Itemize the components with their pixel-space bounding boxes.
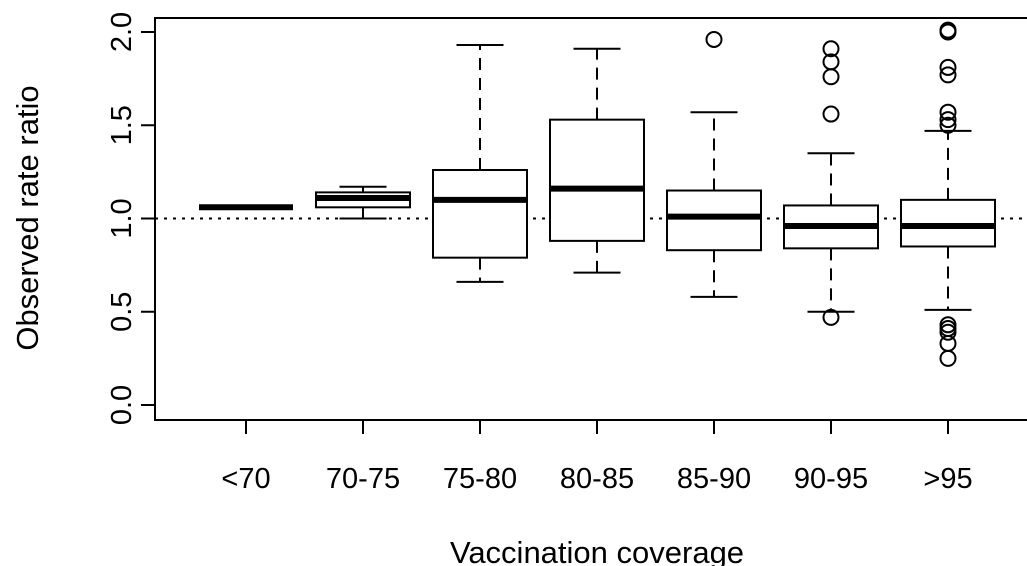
y-tick-label: 1.0: [106, 198, 138, 238]
y-tick-label: 0.5: [106, 292, 138, 332]
x-tick-label: 85-90: [677, 463, 751, 495]
x-tick-label: 70-75: [326, 463, 400, 495]
box-iqr: [549, 118, 645, 242]
outlier-point: [705, 30, 723, 48]
x-tick-label: 90-95: [794, 463, 868, 495]
y-tick-label: 2.0: [106, 12, 138, 52]
outlier-point: [939, 323, 957, 341]
box-iqr: [432, 169, 528, 259]
outlier-point: [939, 111, 957, 129]
axes-layer: 0.0 0.5 1.0 1.5 2.0 <70 70-75 75-80 80-85 85-90 90…: [106, 12, 1027, 495]
x-tick-label: <70: [221, 463, 270, 495]
x-tick-label: 80-85: [560, 463, 634, 495]
outlier-point: [939, 116, 957, 134]
outlier-point: [822, 105, 840, 123]
x-tick-label: 75-80: [443, 463, 517, 495]
outlier-point: [822, 68, 840, 86]
x-axis-label: Vaccination coverage: [450, 535, 744, 566]
box-group: [549, 47, 645, 274]
outlier-point: [939, 21, 957, 39]
box-group: [315, 185, 411, 220]
outlier-point: [939, 334, 957, 352]
box-group: [666, 30, 762, 298]
x-tick-label: >95: [923, 463, 972, 495]
outlier-point: [822, 308, 840, 326]
outlier-point: [822, 40, 840, 58]
y-axis-label: Observed rate ratio: [10, 85, 45, 350]
box-group: [900, 21, 996, 367]
outlier-point: [939, 103, 957, 121]
box-group: [432, 44, 528, 283]
outlier-point: [939, 66, 957, 84]
outlier-point: [939, 349, 957, 367]
outlier-point: [939, 320, 957, 338]
y-tick-label: 0.0: [106, 385, 138, 425]
box-iqr: [666, 189, 762, 252]
y-tick-label: 1.5: [106, 105, 138, 145]
outlier-point: [939, 58, 957, 76]
boxes-layer: [199, 21, 996, 367]
box-group: [783, 40, 879, 326]
